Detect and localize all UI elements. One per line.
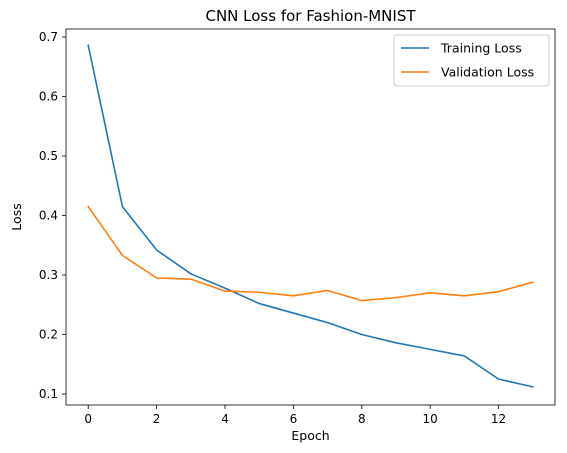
x-tick-label: 4: [221, 412, 229, 426]
x-axis: 0 2 4 6 8 10 12: [84, 405, 506, 426]
x-tick-label: 0: [84, 412, 92, 426]
x-tick-label: 6: [290, 412, 298, 426]
series-line-training-loss: [87, 44, 534, 388]
x-tick-label: 12: [491, 412, 506, 426]
y-tick-label: 0.6: [39, 90, 58, 104]
y-tick-label: 0.7: [39, 30, 58, 44]
y-axis-label: Loss: [9, 203, 24, 230]
legend-label: Validation Loss: [441, 65, 534, 80]
y-tick-label: 0.3: [39, 268, 58, 282]
plot-area: [66, 29, 555, 405]
legend: Training Loss Validation Loss: [393, 34, 550, 87]
y-tick-label: 0.5: [39, 149, 58, 163]
y-tick-label: 0.2: [39, 328, 58, 342]
x-tick-label: 8: [358, 412, 366, 426]
series-line-validation-loss: [87, 205, 534, 302]
legend-box: [393, 34, 550, 87]
chart-title: CNN Loss for Fashion-MNIST: [205, 7, 416, 25]
y-tick-label: 0.1: [39, 387, 58, 401]
y-axis: 0.1 0.2 0.3 0.4 0.5 0.6 0.7: [39, 30, 66, 401]
y-tick-label: 0.4: [39, 209, 58, 223]
plot-frame: [65, 28, 556, 406]
x-tick-label: 10: [423, 412, 438, 426]
legend-label: Training Loss: [440, 41, 522, 56]
x-tick-label: 2: [153, 412, 161, 426]
x-axis-label: Epoch: [291, 428, 329, 443]
